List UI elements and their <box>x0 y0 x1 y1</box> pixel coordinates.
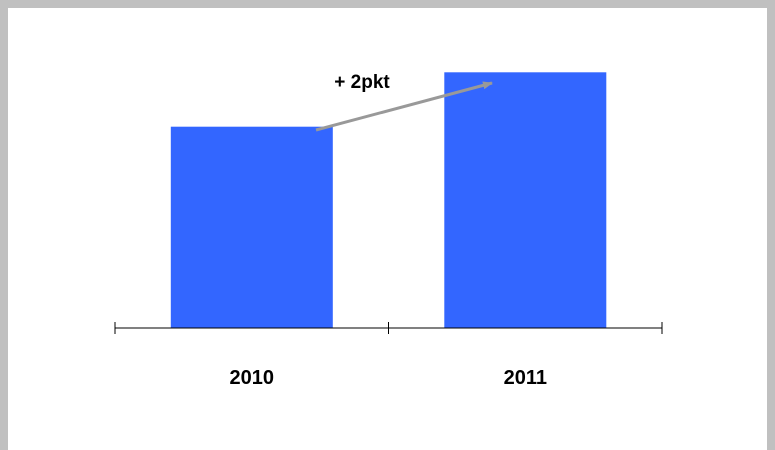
x-axis <box>114 322 663 334</box>
growth-annotation: + 2pkt <box>315 72 493 132</box>
growth-arrow <box>315 81 493 132</box>
bars-layer <box>170 72 607 328</box>
x-tick-label-2011: 2011 <box>504 367 547 389</box>
x-tick-label-2010: 2010 <box>230 367 275 389</box>
growth-label: + 2pkt <box>334 72 390 93</box>
bar-2010 <box>170 126 333 328</box>
bar-2011 <box>444 72 607 328</box>
x-tick-labels: 2010 2011 <box>230 367 547 389</box>
